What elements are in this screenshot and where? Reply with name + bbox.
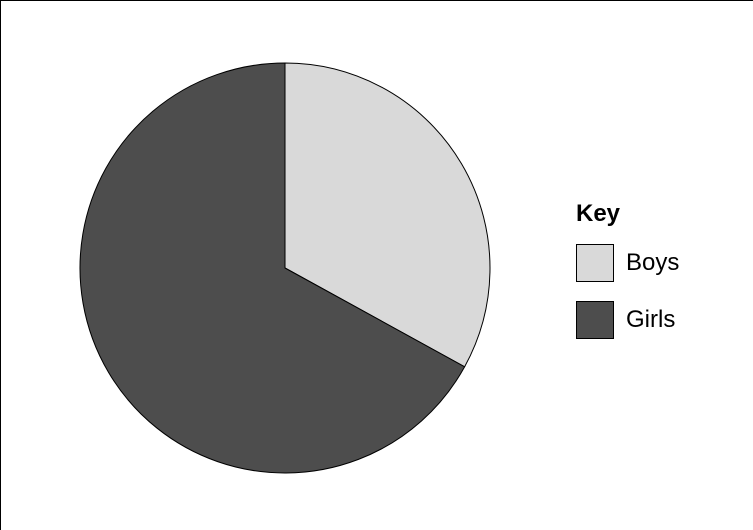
- legend-label-girls: Girls: [626, 306, 676, 333]
- legend-label-boys: Boys: [626, 249, 680, 276]
- pie-slice-boys: [284, 62, 491, 368]
- pie-slice-girls: [79, 62, 466, 474]
- legend-swatch-boys: [576, 244, 614, 282]
- legend-swatch-girls: [576, 301, 614, 339]
- legend-title: Key: [576, 200, 621, 227]
- legend-item-girls: Girls: [576, 301, 675, 339]
- legend-item-boys: Boys: [576, 244, 679, 282]
